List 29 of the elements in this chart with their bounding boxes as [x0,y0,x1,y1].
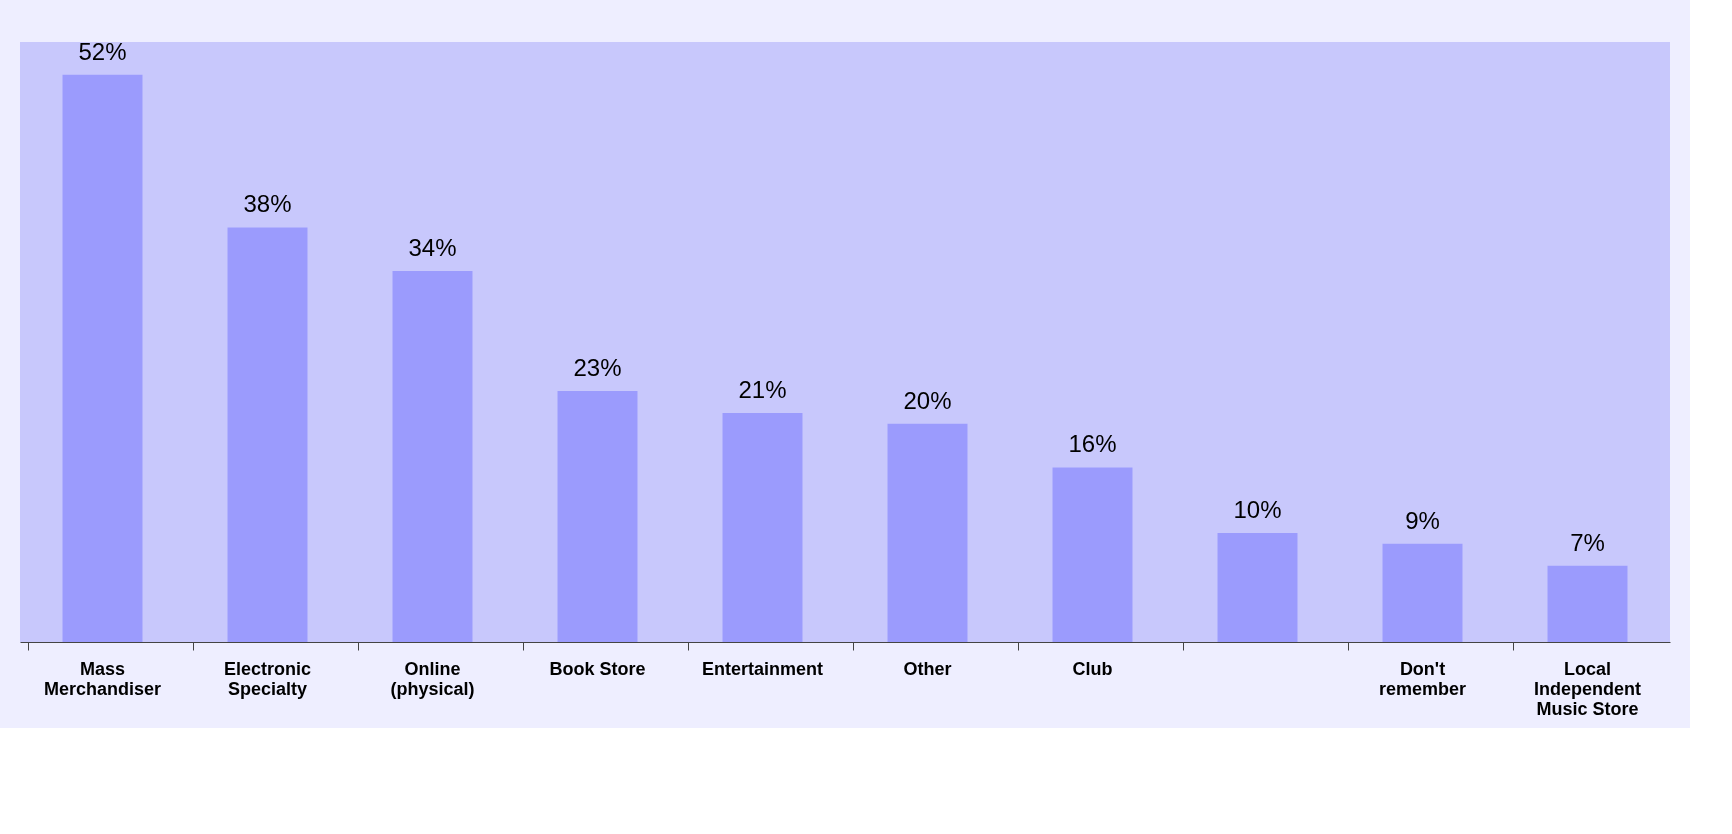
x-tick-label: Other [903,658,952,679]
data-label: 21% [738,375,787,403]
bar [557,391,638,642]
data-label: 34% [408,234,457,262]
data-label: 7% [1570,528,1605,556]
bar [1382,543,1463,642]
data-label: 9% [1405,506,1440,534]
bar [62,74,143,642]
x-tick-label: Mass Merchandiser [43,658,162,699]
x-tick-label: Electronic Specialty [223,658,312,699]
x-tick-label: Online (physical) [390,658,475,699]
bar [887,423,968,642]
bar [392,271,473,642]
data-label: 23% [573,354,622,382]
bar [227,227,308,642]
x-tick-label: Don't remember [1378,658,1467,699]
x-tick-label: Local Independent Music Store [1534,658,1641,719]
x-tick-label: Book Store [549,658,646,679]
data-label: 38% [243,190,292,218]
x-tick-label: Entertainment [701,658,824,679]
bar [722,412,803,642]
x-tick-label: Club [1072,658,1113,679]
data-label: 16% [1068,430,1117,458]
data-label: 52% [78,37,127,65]
bar [1217,532,1298,642]
data-label: 20% [903,386,952,414]
data-label: 10% [1233,495,1282,523]
bar [1547,565,1628,642]
bar [1052,467,1133,642]
